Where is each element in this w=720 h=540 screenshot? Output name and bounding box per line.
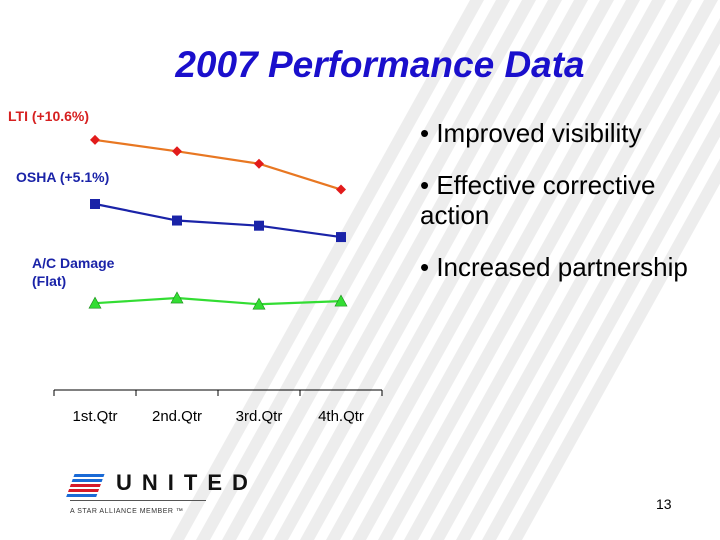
background-stripe [300, 0, 614, 540]
background-stripe [248, 0, 562, 540]
series-line [94, 202, 342, 239]
background-stripe [326, 0, 640, 540]
data-point-diamond [336, 184, 346, 195]
background-stripe [170, 0, 484, 540]
x-tick-label: 2nd.Qtr [152, 408, 202, 425]
data-point-square [254, 220, 264, 231]
logo-tagline: A STAR ALLIANCE MEMBER ™ [70, 508, 184, 515]
background-stripe [404, 0, 718, 540]
united-logo: UNITED A STAR ALLIANCE MEMBER ™ [66, 470, 248, 520]
background-stripe [482, 111, 720, 540]
logo-wordmark: UNITED [116, 470, 258, 495]
background-stripe [196, 0, 510, 540]
tulip-logo-icon [66, 474, 105, 497]
data-point-square [172, 215, 182, 226]
background-stripe [456, 64, 720, 540]
page-number: 13 [656, 496, 672, 512]
data-point-diamond [90, 134, 100, 145]
background-stripe [430, 18, 720, 540]
data-point-triangle [334, 294, 348, 307]
series-label: OSHA (+5.1%) [16, 169, 109, 185]
background-stripe [352, 0, 666, 540]
data-point-triangle [170, 291, 184, 304]
x-tick-label: 1st.Qtr [72, 408, 117, 425]
data-point-triangle [252, 297, 266, 310]
bullet-item: • Improved visibility [420, 118, 642, 148]
data-point-square [336, 232, 346, 243]
background-stripe [508, 158, 720, 540]
background-stripe [378, 0, 692, 540]
background-stripe [222, 0, 536, 540]
data-point-triangle [88, 296, 102, 309]
x-tick-label: 4th.Qtr [318, 408, 364, 425]
bullet-item: • Increased partnership [420, 252, 688, 282]
bullet-item: • Effective corrective action [420, 170, 656, 230]
data-point-diamond [254, 158, 264, 169]
bullet-list: • Improved visibility • Effective correc… [420, 118, 700, 304]
background-stripe [274, 0, 588, 540]
series-line [94, 296, 342, 306]
logo-divider [70, 500, 206, 501]
series-label: LTI (+10.6%) [8, 108, 89, 124]
series-line [94, 138, 342, 191]
data-point-diamond [172, 146, 182, 157]
series-label: A/C Damage (Flat) [32, 255, 115, 289]
slide-title: 2007 Performance Data [175, 44, 585, 85]
x-tick-label: 3rd.Qtr [236, 408, 283, 425]
data-point-square [90, 199, 100, 209]
